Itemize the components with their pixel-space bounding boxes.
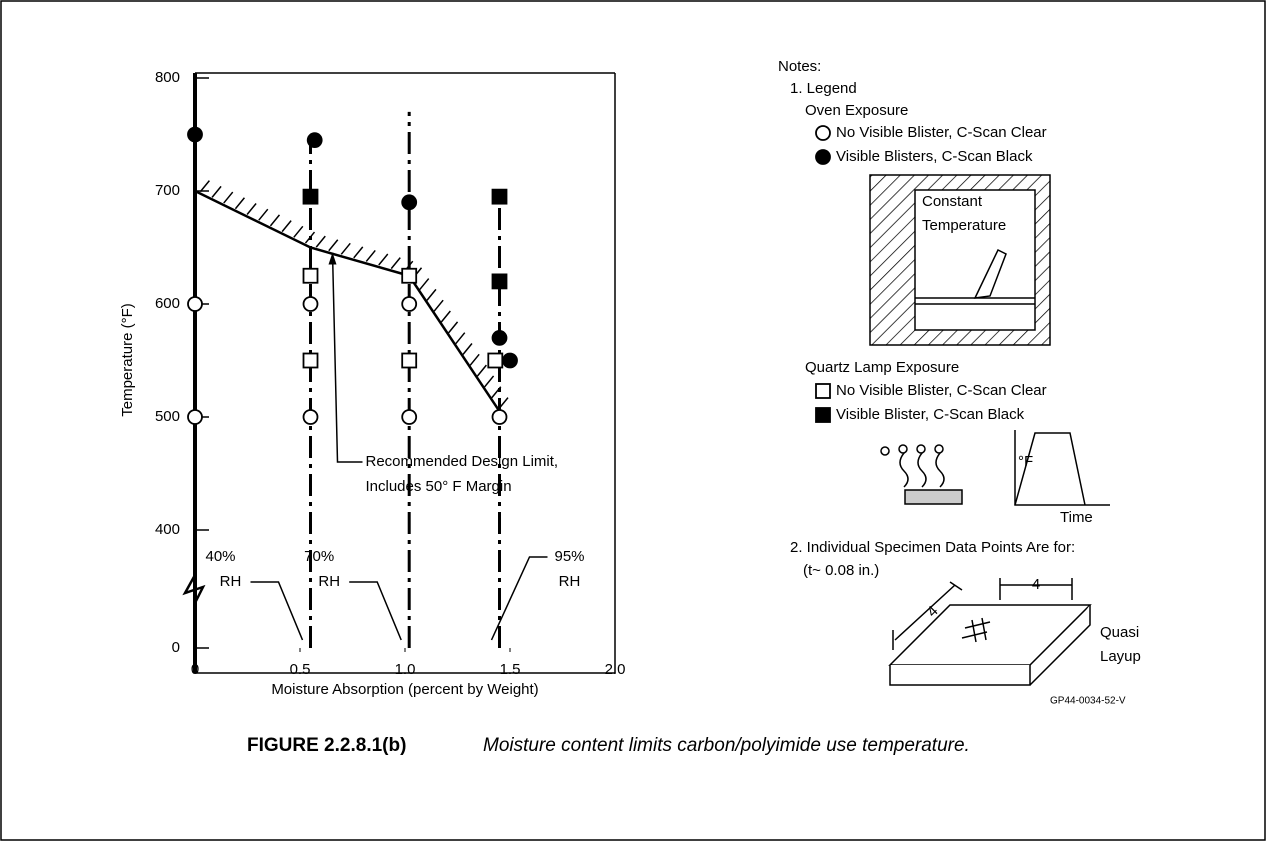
legend-group: Oven Exposure	[805, 102, 908, 119]
oven-label: Constant	[922, 193, 983, 210]
rh-label: RH	[220, 573, 242, 590]
notes-item: 2. Individual Specimen Data Points Are f…	[790, 539, 1075, 556]
point	[302, 267, 319, 284]
rh-label: RH	[318, 573, 340, 590]
annotation-arrow	[331, 252, 363, 463]
axis-icon-label: °F	[1018, 453, 1033, 470]
point	[487, 352, 504, 369]
axis-icon-label: Time	[1060, 509, 1093, 526]
lamp-icon	[880, 430, 1110, 506]
legend-marker	[815, 149, 831, 165]
point	[401, 194, 418, 211]
hatching	[199, 180, 509, 410]
rh-leader	[349, 581, 402, 641]
point	[187, 409, 203, 425]
legend-label: No Visible Blister, C-Scan Clear	[836, 382, 1047, 399]
notes-item: 1. Legend	[790, 80, 857, 97]
point	[401, 352, 418, 369]
point	[187, 126, 203, 143]
legend-marker	[815, 383, 831, 399]
oven-icon	[869, 174, 1051, 346]
annotation: Includes 50° F Margin	[366, 478, 512, 495]
layup-label: Layup	[1100, 648, 1141, 665]
point	[491, 409, 508, 425]
caption-text: Moisture content limits carbon/polyimide…	[483, 735, 970, 756]
rh-leader	[490, 556, 548, 641]
x-tick-label: 1.5	[500, 661, 521, 678]
y-tick-label: 700	[155, 182, 180, 199]
point	[302, 296, 319, 312]
point	[401, 267, 418, 284]
y-tick-label: 600	[155, 295, 180, 312]
legend-marker	[815, 125, 831, 141]
point	[401, 296, 418, 312]
point	[302, 188, 319, 205]
point	[302, 352, 319, 369]
annotation: Recommended Design Limit,	[366, 453, 559, 470]
y-axis-label: Temperature (°F)	[119, 303, 136, 417]
y-tick-label: 0	[172, 639, 180, 656]
notes-text: (t~ 0.08 in.)	[803, 562, 879, 579]
figure-code: GP44-0034-52-V	[1050, 696, 1126, 707]
point	[401, 409, 418, 425]
rh-label: 40%	[205, 548, 235, 565]
point	[491, 188, 508, 205]
oven-label: Temperature	[922, 217, 1006, 234]
point	[491, 273, 508, 290]
x-tick-label: 1.0	[395, 661, 416, 678]
y-tick-label: 500	[155, 408, 180, 425]
rh-label: 70%	[304, 548, 334, 565]
rh-label: RH	[559, 573, 581, 590]
legend-label: Visible Blisters, C-Scan Black	[836, 148, 1033, 165]
dimension: 4	[1032, 576, 1040, 593]
legend-group: Quartz Lamp Exposure	[805, 359, 959, 376]
design-limit	[194, 189, 501, 413]
x-axis-label: Moisture Absorption (percent by Weight)	[271, 681, 538, 698]
axis-break	[182, 574, 206, 604]
point	[502, 352, 518, 369]
x-tick-label: 2.0	[605, 661, 626, 678]
y-tick-label: 800	[155, 69, 180, 86]
legend-label: No Visible Blister, C-Scan Clear	[836, 124, 1047, 141]
specimen-icon	[888, 578, 1092, 686]
point	[491, 329, 508, 346]
caption-number: FIGURE 2.2.8.1(b)	[247, 735, 406, 756]
rh-leader	[250, 581, 304, 641]
x-tick-label: 0.5	[290, 661, 311, 678]
rh-label: 95%	[554, 548, 584, 565]
legend-label: Visible Blister, C-Scan Black	[836, 406, 1025, 423]
y-tick-label: 400	[155, 521, 180, 538]
legend-marker	[815, 407, 831, 423]
point	[306, 132, 323, 149]
layup-label: Quasi	[1100, 624, 1139, 641]
arrow-head	[328, 252, 337, 265]
point	[187, 296, 203, 312]
x-tick-label: 0	[191, 661, 199, 678]
notes-title: Notes:	[778, 58, 821, 75]
point	[302, 409, 319, 425]
